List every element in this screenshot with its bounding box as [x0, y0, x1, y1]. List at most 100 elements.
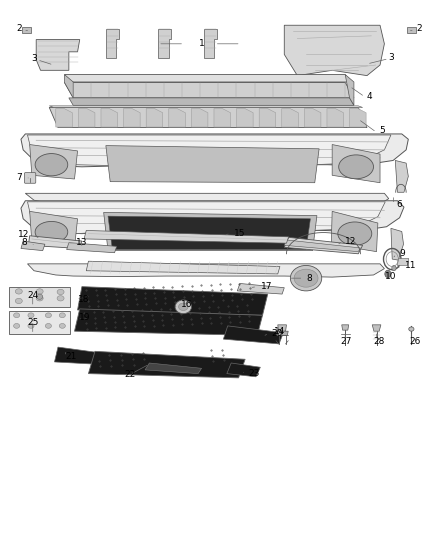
Text: 8: 8 [306, 273, 312, 282]
Polygon shape [237, 284, 284, 294]
Polygon shape [67, 243, 117, 253]
Polygon shape [395, 160, 408, 192]
Polygon shape [304, 109, 321, 127]
Ellipse shape [15, 289, 22, 294]
Polygon shape [54, 347, 97, 364]
Ellipse shape [294, 269, 318, 287]
Ellipse shape [36, 296, 43, 301]
Text: 25: 25 [27, 318, 39, 327]
Polygon shape [284, 25, 385, 76]
Ellipse shape [59, 324, 65, 328]
Polygon shape [350, 109, 366, 127]
Ellipse shape [57, 296, 64, 301]
Polygon shape [407, 27, 416, 33]
Text: 23: 23 [249, 369, 260, 378]
Polygon shape [276, 331, 288, 335]
Text: 10: 10 [385, 271, 397, 280]
Polygon shape [124, 109, 140, 127]
Text: 11: 11 [405, 261, 417, 270]
Polygon shape [214, 109, 230, 127]
Polygon shape [191, 109, 208, 127]
Polygon shape [64, 75, 73, 98]
Polygon shape [28, 135, 391, 166]
Ellipse shape [37, 294, 43, 300]
Ellipse shape [15, 298, 22, 304]
Text: 2: 2 [417, 25, 422, 34]
Polygon shape [259, 109, 276, 127]
Text: 4: 4 [367, 92, 373, 101]
Polygon shape [36, 39, 80, 70]
Text: 16: 16 [181, 300, 192, 309]
Text: 27: 27 [341, 337, 352, 346]
Polygon shape [21, 134, 408, 167]
Polygon shape [106, 146, 319, 183]
Polygon shape [49, 108, 367, 127]
Polygon shape [146, 109, 163, 127]
Polygon shape [282, 109, 298, 127]
Polygon shape [64, 83, 354, 98]
Ellipse shape [175, 300, 191, 314]
Text: 13: 13 [76, 238, 88, 247]
Polygon shape [169, 109, 185, 127]
Polygon shape [25, 193, 389, 206]
Polygon shape [69, 98, 354, 106]
Polygon shape [28, 264, 385, 277]
Ellipse shape [392, 265, 396, 271]
Text: 28: 28 [374, 337, 385, 346]
Text: 1: 1 [199, 39, 205, 49]
Ellipse shape [46, 324, 51, 328]
Polygon shape [28, 202, 385, 233]
Polygon shape [9, 287, 70, 307]
Text: 22: 22 [124, 370, 135, 379]
Polygon shape [56, 109, 72, 127]
Polygon shape [30, 212, 78, 247]
Polygon shape [9, 311, 70, 334]
Text: 3: 3 [388, 53, 394, 62]
Text: 7: 7 [17, 173, 22, 182]
Polygon shape [327, 109, 343, 127]
Text: 15: 15 [234, 229, 245, 238]
Polygon shape [278, 325, 286, 331]
Ellipse shape [14, 324, 20, 328]
Polygon shape [342, 325, 349, 330]
Ellipse shape [57, 289, 64, 295]
Ellipse shape [36, 289, 43, 294]
Polygon shape [104, 213, 317, 251]
Polygon shape [237, 109, 253, 127]
Text: 17: 17 [261, 282, 272, 291]
Text: 24: 24 [27, 290, 39, 300]
Ellipse shape [28, 313, 34, 318]
Text: 5: 5 [379, 126, 385, 135]
Ellipse shape [35, 221, 68, 243]
Ellipse shape [385, 270, 391, 278]
Polygon shape [84, 230, 289, 243]
Ellipse shape [28, 324, 34, 328]
Polygon shape [391, 228, 403, 260]
Text: 20: 20 [272, 329, 283, 338]
Polygon shape [331, 212, 378, 252]
Polygon shape [86, 261, 280, 274]
Polygon shape [158, 29, 171, 59]
Polygon shape [223, 326, 283, 344]
Ellipse shape [339, 155, 374, 179]
Text: 8: 8 [22, 238, 28, 247]
Text: 21: 21 [66, 352, 77, 361]
Polygon shape [78, 287, 268, 316]
Polygon shape [101, 109, 117, 127]
Text: 12: 12 [345, 237, 357, 246]
Polygon shape [204, 29, 217, 59]
Polygon shape [64, 75, 350, 82]
Polygon shape [372, 325, 381, 331]
Text: 18: 18 [78, 295, 89, 304]
Text: 19: 19 [79, 313, 90, 322]
FancyBboxPatch shape [25, 173, 36, 183]
Ellipse shape [59, 313, 65, 318]
Polygon shape [108, 216, 311, 249]
Text: 6: 6 [396, 200, 403, 209]
Polygon shape [88, 351, 245, 378]
Ellipse shape [14, 313, 20, 318]
Polygon shape [332, 144, 380, 183]
Polygon shape [21, 201, 404, 233]
Text: 3: 3 [31, 54, 37, 63]
Ellipse shape [409, 327, 414, 331]
